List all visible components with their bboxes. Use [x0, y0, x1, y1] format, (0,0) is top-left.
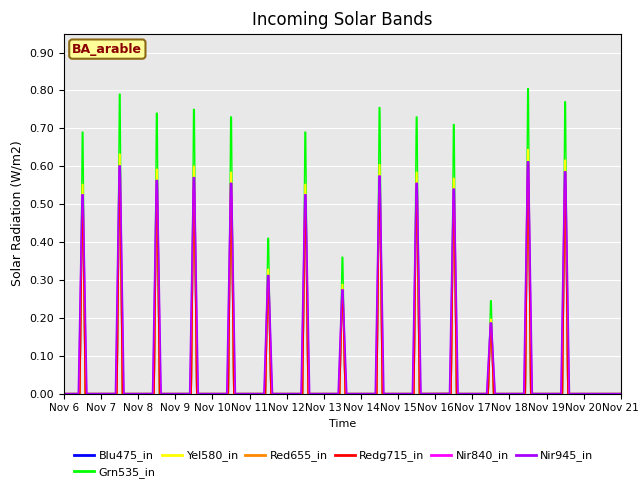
Red655_in	[617, 391, 625, 396]
Yel580_in	[524, 147, 531, 153]
Nir840_in	[524, 159, 531, 165]
Grn535_in	[467, 391, 475, 396]
Red655_in	[250, 391, 257, 396]
Title: Incoming Solar Bands: Incoming Solar Bands	[252, 11, 433, 29]
Legend: Blu475_in, Grn535_in, Yel580_in, Red655_in, Redg715_in, Nir840_in, Nir945_in: Blu475_in, Grn535_in, Yel580_in, Red655_…	[70, 446, 598, 480]
Yel580_in	[324, 391, 332, 396]
Yel580_in	[594, 391, 602, 396]
Yel580_in	[250, 391, 257, 396]
Yel580_in	[617, 391, 625, 396]
Nir945_in	[467, 391, 475, 396]
Blu475_in	[587, 391, 595, 396]
Nir945_in	[250, 391, 257, 396]
Grn535_in	[60, 391, 68, 396]
X-axis label: Time: Time	[329, 419, 356, 429]
Red655_in	[524, 162, 531, 168]
Yel580_in	[467, 391, 475, 396]
Blu475_in	[524, 177, 531, 183]
Nir945_in	[594, 391, 602, 396]
Nir945_in	[617, 391, 625, 396]
Red655_in	[594, 391, 602, 396]
Line: Nir840_in: Nir840_in	[64, 162, 621, 394]
Nir840_in	[324, 391, 332, 396]
Blu475_in	[594, 391, 602, 396]
Grn535_in	[483, 391, 490, 396]
Blu475_in	[617, 391, 625, 396]
Redg715_in	[617, 391, 625, 396]
Line: Grn535_in: Grn535_in	[64, 88, 621, 394]
Line: Nir945_in: Nir945_in	[64, 162, 621, 394]
Line: Blu475_in: Blu475_in	[64, 180, 621, 394]
Blu475_in	[250, 391, 257, 396]
Nir840_in	[587, 391, 595, 396]
Yel580_in	[60, 391, 68, 396]
Y-axis label: Solar Radiation (W/m2): Solar Radiation (W/m2)	[11, 141, 24, 287]
Redg715_in	[324, 391, 332, 396]
Redg715_in	[587, 391, 595, 396]
Grn535_in	[587, 391, 595, 396]
Line: Red655_in: Red655_in	[64, 165, 621, 394]
Nir840_in	[467, 391, 475, 396]
Red655_in	[587, 391, 595, 396]
Red655_in	[324, 391, 332, 396]
Grn535_in	[617, 391, 625, 396]
Blu475_in	[60, 391, 68, 396]
Grn535_in	[524, 85, 531, 91]
Redg715_in	[483, 391, 490, 396]
Redg715_in	[524, 171, 531, 177]
Redg715_in	[594, 391, 602, 396]
Yel580_in	[483, 391, 490, 396]
Nir945_in	[587, 391, 595, 396]
Nir945_in	[524, 159, 531, 165]
Grn535_in	[324, 391, 332, 396]
Nir840_in	[594, 391, 602, 396]
Blu475_in	[467, 391, 475, 396]
Text: BA_arable: BA_arable	[72, 43, 142, 56]
Line: Yel580_in: Yel580_in	[64, 150, 621, 394]
Line: Redg715_in: Redg715_in	[64, 174, 621, 394]
Nir840_in	[617, 391, 625, 396]
Grn535_in	[594, 391, 602, 396]
Nir945_in	[483, 388, 490, 394]
Nir840_in	[250, 391, 257, 396]
Yel580_in	[587, 391, 595, 396]
Nir945_in	[60, 391, 68, 396]
Red655_in	[467, 391, 475, 396]
Redg715_in	[250, 391, 257, 396]
Nir840_in	[483, 391, 490, 396]
Nir840_in	[60, 391, 68, 396]
Red655_in	[483, 391, 490, 396]
Blu475_in	[324, 391, 332, 396]
Redg715_in	[467, 391, 475, 396]
Grn535_in	[250, 391, 257, 396]
Redg715_in	[60, 391, 68, 396]
Blu475_in	[483, 391, 490, 396]
Red655_in	[60, 391, 68, 396]
Nir945_in	[324, 391, 332, 396]
